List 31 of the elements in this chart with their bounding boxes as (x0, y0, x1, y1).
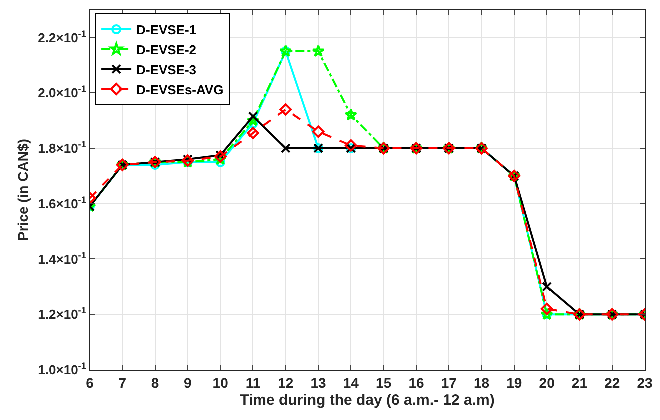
x-tick-label: 19 (506, 374, 522, 391)
y-tick-label: 1.6×10$^{-1}$ (38, 194, 86, 212)
x-tick-label: 7 (118, 374, 127, 391)
x-tick-label: 21 (572, 374, 588, 391)
x-axis-title: Time during the day (6 a.m.- 12 a.m) (240, 392, 495, 409)
y-tick-label: 1.8×10$^{-1}$ (38, 140, 86, 156)
x-tick-label: 23 (637, 374, 653, 391)
y-tick-label: 1.4×10$^{-1}$ (38, 250, 86, 267)
x-tick-label: 8 (151, 374, 160, 391)
x-tick-label: 9 (184, 374, 192, 391)
y-tick-label: 2.2×10$^{-1}$ (38, 28, 86, 46)
x-tick-label: 13 (310, 374, 327, 391)
legend-label: D-EVSE-1 (136, 22, 197, 38)
x-tick-label: 11 (246, 374, 261, 391)
y-tick-label: 2.0×10$^{-1}$ (38, 84, 86, 101)
x-tick-label: 12 (278, 374, 294, 391)
x-tick-label: 6 (86, 374, 94, 391)
legend-label: D-EVSE-2 (136, 42, 197, 58)
x-tick-label: 18 (474, 374, 490, 391)
x-tick-label: 15 (376, 374, 392, 391)
x-tick-label: 14 (343, 374, 360, 391)
legend-label: D-EVSE-3 (136, 62, 197, 78)
x-tick-label: 20 (539, 374, 556, 391)
y-tick-label: 1.0×10$^{-1}$ (38, 361, 86, 378)
x-tick-label: 16 (408, 374, 424, 391)
x-tick-label: 10 (212, 374, 229, 391)
y-tick-label: 1.2×10$^{-1}$ (38, 306, 86, 322)
x-tick-label: 22 (604, 374, 620, 391)
y-axis-title: Price (in CAN$) (14, 139, 31, 241)
legend-label: D-EVSEs-AVG (136, 82, 224, 98)
x-tick-label: 17 (441, 374, 458, 391)
